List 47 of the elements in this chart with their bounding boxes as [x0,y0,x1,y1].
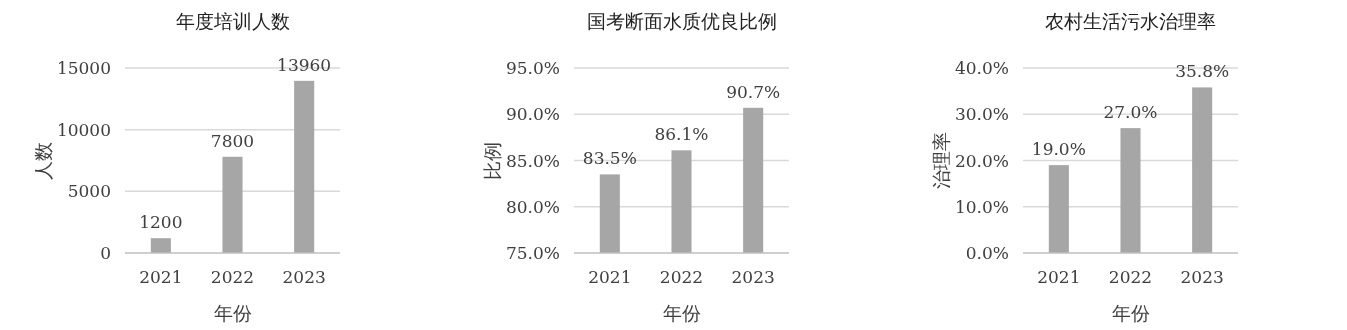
y-tick-label: 85.0% [505,150,560,171]
y-axis-title: 治理率 [930,132,952,189]
y-axis-title: 比例 [481,141,503,180]
y-tick-label: 0.0% [965,243,1009,263]
bar [1048,165,1069,253]
y-tick-label: 80.0% [505,196,560,217]
x-tick-label: 2022 [210,267,255,287]
y-tick-label: 40.0% [954,58,1009,78]
x-tick-label: 2022 [1108,267,1153,287]
data-label: 27.0% [1103,102,1158,123]
data-label: 19.0% [1031,139,1086,160]
y-axis-title: 人数 [32,141,54,180]
data-label: 86.1% [654,124,709,145]
y-tick-label: 10.0% [954,196,1009,217]
x-tick-label: 2022 [659,267,704,287]
y-tick-label: 5000 [67,181,111,202]
y-tick-label: 95.0% [505,58,560,78]
bar [1120,128,1141,253]
data-label: 90.7% [726,81,781,102]
x-tick-label: 2023 [1180,267,1224,287]
chart-title: 国考断面水质优良比例 [586,10,777,32]
y-tick-label: 30.0% [954,104,1009,125]
x-tick-label: 2023 [282,267,326,287]
x-axis-title: 年份 [1111,302,1150,324]
bar [150,238,171,253]
chart-title: 农村生活污水治理率 [1045,10,1216,32]
x-tick-label: 2021 [139,267,183,287]
y-tick-label: 90.0% [505,104,560,125]
data-label: 13960 [277,54,332,75]
data-label: 35.8% [1175,61,1230,82]
y-tick-label: 0 [100,243,111,263]
bar [222,156,243,253]
bar [294,80,315,253]
data-label: 7800 [210,130,255,151]
y-tick-label: 15000 [56,58,111,78]
y-tick-label: 20.0% [954,150,1009,171]
x-axis-title: 年份 [662,302,701,324]
x-tick-label: 2021 [1037,267,1081,287]
y-tick-label: 10000 [56,119,111,140]
chart-title: 年度培训人数 [175,10,290,32]
y-tick-label: 75.0% [505,243,560,263]
data-label: 83.5% [582,148,637,169]
x-tick-label: 2023 [731,267,775,287]
bar [1192,87,1213,253]
x-tick-label: 2021 [588,267,632,287]
data-label: 1200 [139,212,183,233]
x-axis-title: 年份 [213,302,252,324]
